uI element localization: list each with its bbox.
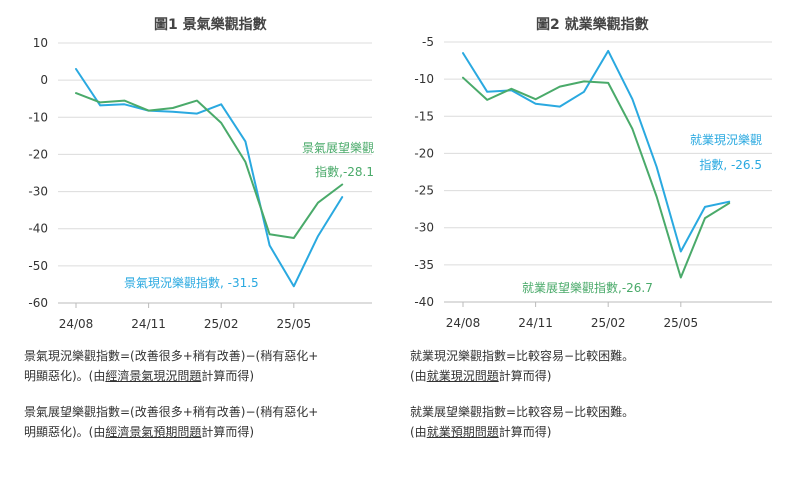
y-tick-label: -10 [414,72,434,86]
chart-panel-left: 圖1 景氣樂觀指數 10 0 -10 -20 -30 -40 -50 -60 24/08 24/1… [24,17,374,442]
note-line: 明顯惡化)。(由經濟景氣現況問題計算而得) [24,366,318,386]
y-tick-label: 0 [40,73,48,87]
y-tick-label: -50 [28,259,48,273]
x-tick-label: 25/02 [591,316,626,330]
note-text: 計算而得) [498,425,552,439]
note-text: (由 [410,425,427,439]
series-annotation: 指數, -26.5 [699,157,762,172]
x-tick-label: 24/08 [446,316,481,330]
note-line: 明顯惡化)。(由經濟景氣預期問題計算而得) [24,422,318,442]
note-question-name: 經濟景氣預期問題 [105,425,202,439]
note-text: 計算而得) [201,425,255,439]
x-tick-label: 25/02 [204,317,239,331]
chart-svg-right: -5 -10 -15 -20 -25 -30 -35 -40 24/08 24/11 25/02 25… [414,35,772,330]
note-text: 計算而得) [498,369,552,383]
note-line: (由就業預期問題計算而得) [410,422,634,442]
note-text: 明顯惡化)。(由 [24,425,106,439]
note-line: 就業展望樂觀指數=比較容易−比較困難。 [410,405,635,419]
y-tick-label: -25 [414,184,434,198]
y-tick-label: 10 [33,36,48,50]
series-annotation: 指數,-28.1 [315,164,374,179]
series-annotation: 景氣展望樂觀 [302,140,374,155]
note-line: (由就業現況問題計算而得) [410,366,634,386]
series-line-expect [75,92,344,239]
series-line-current [75,68,344,288]
series-annotation: 就業現況樂觀 [690,132,762,147]
y-tick-label: -40 [28,222,48,236]
y-tick-label: -40 [414,295,434,309]
y-tick-label: -15 [414,109,434,123]
note-question-name: 經濟景氣現況問題 [105,369,202,383]
x-tick-label: 25/05 [664,316,699,330]
note-line: 景氣展望樂觀指數=(改善很多+稍有改善)−(稍有惡化+ [24,405,319,419]
note-text: (由 [410,369,427,383]
x-tick-label: 24/11 [518,316,553,330]
x-tick-label: 24/08 [59,317,94,331]
note-question-name: 就業現況問題 [426,369,499,383]
formula-note-current: 景氣現況樂觀指數=(改善很多+稍有改善)−(稍有惡化+ 明顯惡化)。(由經濟景氣… [24,346,318,386]
y-tick-label: -10 [28,110,48,124]
y-tick-label: -20 [28,147,48,161]
series-annotation: 景氣現況樂觀指數, -31.5 [124,275,259,290]
note-text: 明顯惡化)。(由 [24,369,106,383]
formula-note-expect: 就業展望樂觀指數=比較容易−比較困難。 (由就業預期問題計算而得) [410,402,634,442]
series-line-current [462,49,731,253]
x-tick-label: 25/05 [277,317,312,331]
y-tick-label: -5 [422,35,434,49]
series-annotation: 就業展望樂觀指數,-26.7 [522,280,653,295]
y-tick-label: -20 [414,146,434,160]
chart-panel-right: 圖2 就業樂觀指數 -5 -10 -15 -20 -25 -30 -35 -40 24/08 24… [400,0,800,478]
series-line-expect [462,76,731,279]
y-tick-label: -60 [28,296,48,310]
y-tick-label: -35 [414,258,434,272]
chart-title: 圖1 景氣樂觀指數 [154,17,267,33]
note-line: 就業現況樂觀指數=比較容易−比較困難。 [410,349,635,363]
formula-note-current: 就業現況樂觀指數=比較容易−比較困難。 (由就業現況問題計算而得) [410,346,634,386]
chart-svg-left: 10 0 -10 -20 -30 -40 -50 -60 24/08 24/11 25/02 25/0… [28,36,374,331]
formula-note-expect: 景氣展望樂觀指數=(改善很多+稍有改善)−(稍有惡化+ 明顯惡化)。(由經濟景氣… [24,402,318,442]
chart-title: 圖2 就業樂觀指數 [536,17,649,33]
note-text: 計算而得) [201,369,255,383]
note-line: 景氣現況樂觀指數=(改善很多+稍有改善)−(稍有惡化+ [24,349,319,363]
x-tick-label: 24/11 [131,317,166,331]
y-tick-label: -30 [28,185,48,199]
note-question-name: 就業預期問題 [426,425,499,439]
y-tick-label: -30 [414,221,434,235]
